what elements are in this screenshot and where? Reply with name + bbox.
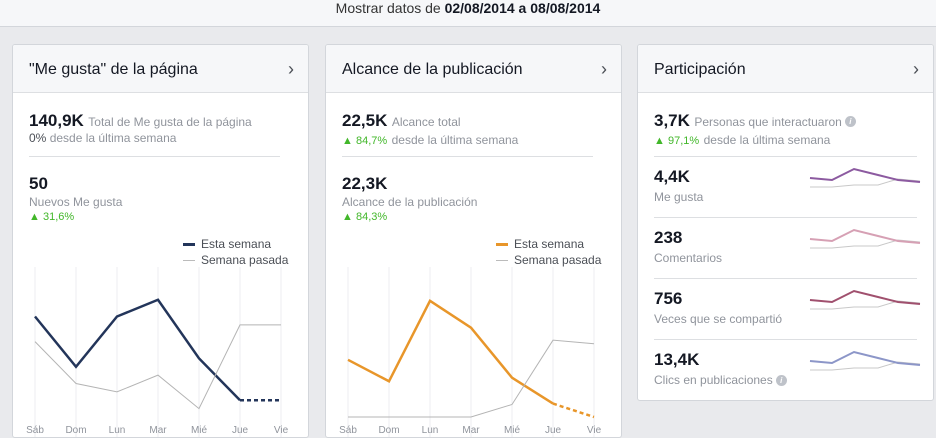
x-tick-label: Dom (65, 425, 86, 436)
post-reach-change: ▲ 84,3% (342, 211, 388, 223)
x-tick-label: Lun (109, 425, 126, 436)
page-likes-card: "Me gusta" de la página › 140,9K Total d… (12, 44, 309, 438)
x-tick-label: Dom (378, 425, 399, 436)
total-likes-change-value: 0% (29, 131, 47, 145)
date-range-end: 08/08/2014 (530, 0, 601, 16)
post-reach-header[interactable]: Alcance de la publicación › (326, 45, 621, 93)
divider (29, 156, 280, 157)
legend-this-week: Esta semana (496, 237, 601, 251)
new-likes-label: Nuevos Me gusta (29, 195, 123, 209)
total-likes-change-label: desde la última semana (49, 131, 177, 145)
info-icon[interactable]: i (844, 116, 856, 128)
total-likes-value: 140,9K (29, 111, 84, 130)
engaged-people-stat: 3,7K Personas que interactuaron i (654, 111, 856, 131)
page-likes-title: "Me gusta" de la página (29, 61, 198, 78)
series-this-week (34, 298, 241, 402)
engagement-metric-row[interactable]: 13,4K Clics en publicaciones i (654, 340, 921, 400)
engaged-people-label: Personas que interactuaron (694, 115, 842, 129)
divider (342, 156, 593, 157)
sparkline-this-week (809, 350, 921, 366)
x-tick-label: Mar (462, 425, 480, 436)
metric-sparkline (809, 289, 921, 310)
engagement-title: Participación (654, 61, 746, 78)
chart-legend: Esta semana Semana pasada (183, 237, 288, 267)
info-icon[interactable]: i (775, 375, 787, 387)
x-tick-label: Sáb (339, 425, 357, 436)
total-reach-change: ▲ 84,7% desde la última semana (342, 133, 519, 147)
sparkline-this-week (809, 167, 921, 183)
engagement-metric-row[interactable]: 756 Veces que se compartió (654, 279, 921, 340)
x-tick-label: Vie (587, 425, 602, 436)
post-reach-card: Alcance de la publicación › 22,5K Alcanc… (325, 44, 622, 438)
x-tick-label: Sáb (26, 425, 44, 436)
divider (654, 156, 917, 157)
legend-this-week: Esta semana (183, 237, 288, 251)
series-this-week (347, 299, 554, 405)
engagement-card: Participación › 3,7K Personas que intera… (637, 44, 934, 401)
metric-value: 238 (654, 228, 683, 247)
metric-sparkline (809, 228, 921, 249)
total-likes-stat: 140,9K Total de Me gusta de la página (29, 111, 252, 131)
x-tick-label: Jue (232, 425, 249, 436)
total-likes-change: 0% desde la última semana (29, 131, 176, 145)
metric-sparkline (809, 350, 921, 371)
engagement-header[interactable]: Participación › (638, 45, 933, 93)
metric-sparkline (809, 167, 921, 188)
date-range-separator: a (514, 0, 531, 16)
likes-line-chart: Sáb Dom Lun Mar Mié Jue Vie (26, 267, 289, 437)
total-reach-value: 22,5K (342, 111, 388, 130)
x-tick-label: Jue (545, 425, 562, 436)
metric-label: Me gusta (654, 190, 704, 204)
post-reach-value: 22,3K (342, 174, 388, 193)
new-likes-change: ▲ 31,6% (29, 211, 75, 223)
engaged-people-change: ▲ 97,1% desde la última semana (654, 133, 831, 147)
engagement-metrics-list: 4,4K Me gusta 238 Comentarios 756 Veces que s… (638, 157, 933, 400)
x-tick-label: Lun (422, 425, 439, 436)
engagement-metric-row[interactable]: 238 Comentarios (654, 218, 921, 279)
total-reach-stat: 22,5K Alcance total (342, 111, 461, 131)
date-range-prefix: Mostrar datos de (335, 0, 445, 16)
reach-line-chart: Sáb Dom Lun Mar Mié Jue Vie (339, 267, 602, 437)
metric-value: 13,4K (654, 350, 700, 369)
metric-label: Veces que se compartió (654, 312, 783, 326)
series-this-week-partial (552, 402, 595, 419)
metric-label: Clics en publicaciones i (654, 373, 787, 387)
sparkline-this-week (809, 289, 921, 305)
metric-value: 756 (654, 289, 683, 308)
engaged-people-value: 3,7K (654, 111, 690, 130)
series-last-week (348, 339, 595, 418)
chevron-right-icon[interactable]: › (288, 59, 294, 79)
x-tick-label: Vie (274, 425, 289, 436)
chevron-right-icon[interactable]: › (601, 59, 607, 79)
metric-label: Comentarios (654, 251, 723, 265)
x-tick-label: Mié (191, 425, 208, 436)
post-reach-label: Alcance de la publicación (342, 195, 478, 209)
x-tick-label: Mié (504, 425, 521, 436)
page-likes-header[interactable]: "Me gusta" de la página › (13, 45, 308, 93)
date-range-start: 02/08/2014 (444, 0, 515, 16)
legend-last-week: Semana pasada (496, 253, 601, 267)
new-likes-value: 50 (29, 174, 48, 193)
metric-value: 4,4K (654, 167, 690, 186)
date-range-bar: Mostrar datos de 02/08/2014 a 08/08/2014 (0, 0, 936, 27)
chart-legend: Esta semana Semana pasada (496, 237, 601, 267)
total-likes-label: Total de Me gusta de la página (88, 115, 252, 129)
series-last-week (34, 324, 281, 410)
engagement-metric-row[interactable]: 4,4K Me gusta (654, 157, 921, 218)
sparkline-this-week (809, 228, 921, 244)
chevron-right-icon[interactable]: › (913, 59, 919, 79)
legend-last-week: Semana pasada (183, 253, 288, 267)
x-tick-label: Mar (149, 425, 167, 436)
post-reach-title: Alcance de la publicación (342, 61, 523, 78)
total-reach-label: Alcance total (391, 115, 461, 129)
